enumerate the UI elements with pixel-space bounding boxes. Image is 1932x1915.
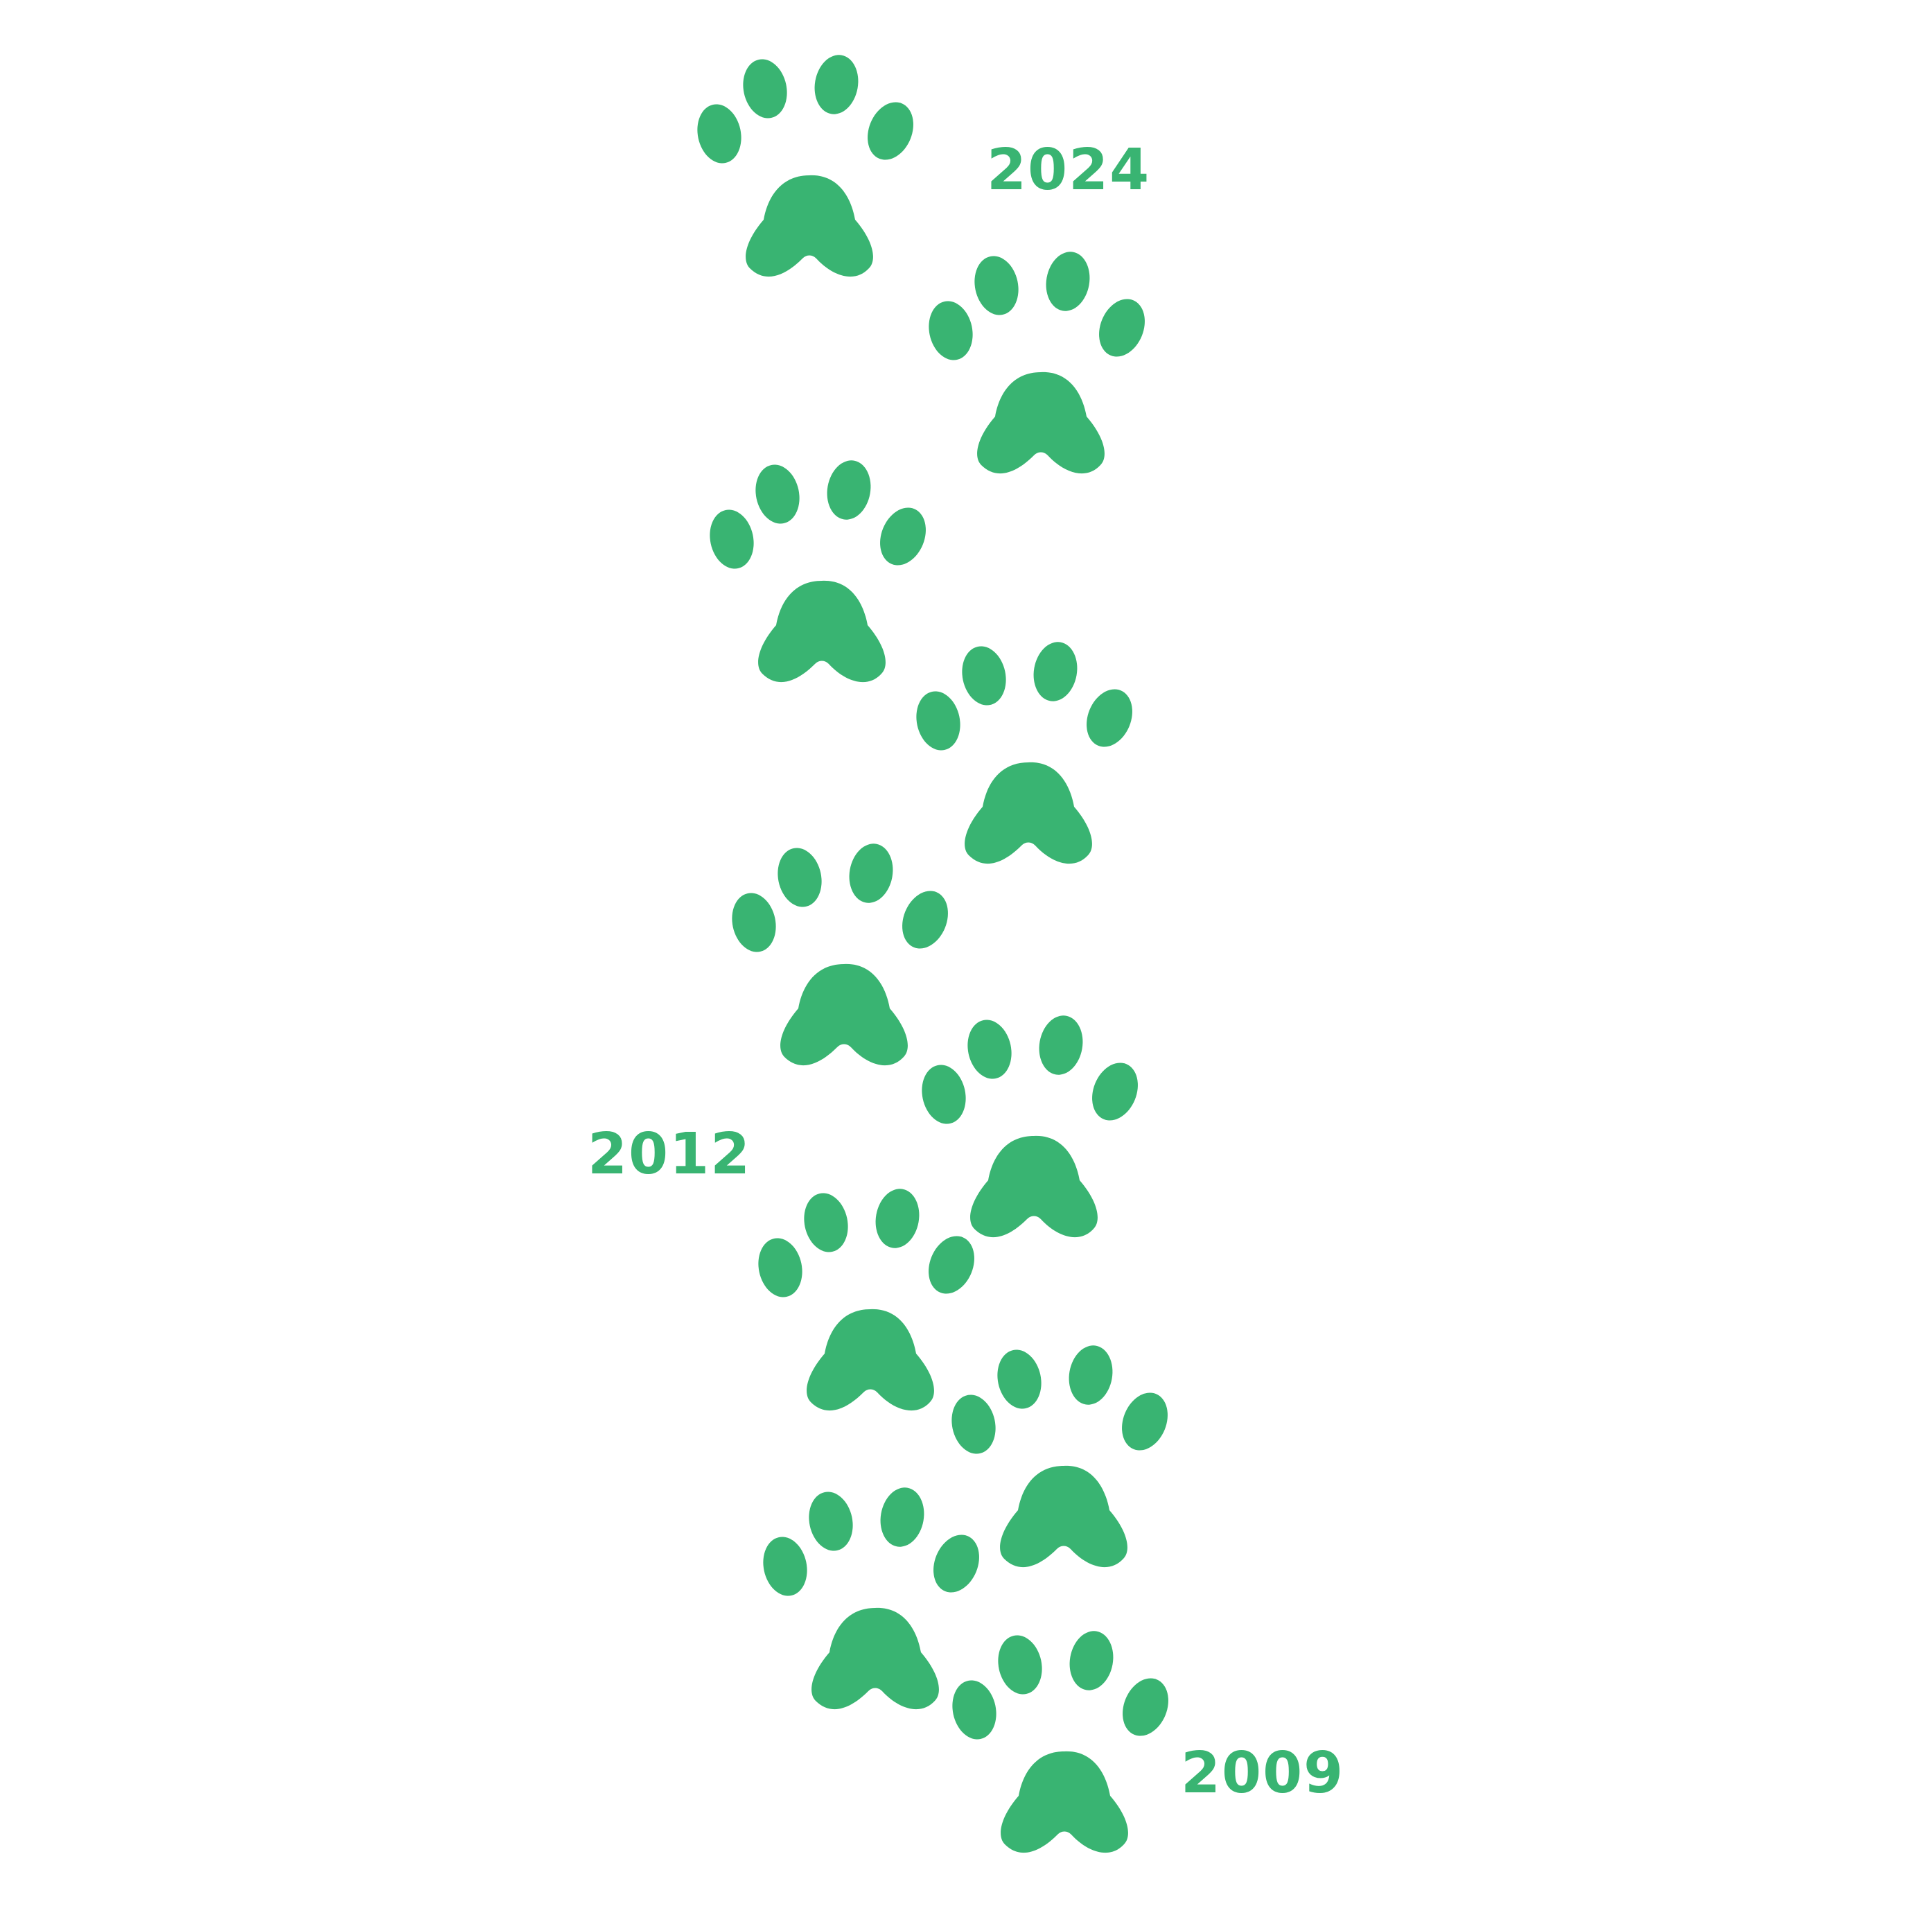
paw-print-icon	[946, 1342, 1176, 1568]
paw-print-icon	[704, 457, 934, 683]
paw-print-icon	[692, 51, 922, 277]
year-label-2024: 2024	[987, 137, 1150, 203]
paw-print-icon	[911, 638, 1141, 864]
paw-prints	[692, 51, 1177, 1853]
year-label-2009: 2009	[1181, 1740, 1344, 1806]
paw-print-icon	[916, 1012, 1146, 1238]
paw-print-icon	[726, 840, 956, 1066]
paw-print-icon	[923, 248, 1153, 474]
paw-print-icon	[947, 1627, 1177, 1853]
paw-print-icon	[757, 1484, 987, 1710]
paw-print-icon	[753, 1185, 983, 1411]
year-label-2012: 2012	[588, 1121, 751, 1187]
